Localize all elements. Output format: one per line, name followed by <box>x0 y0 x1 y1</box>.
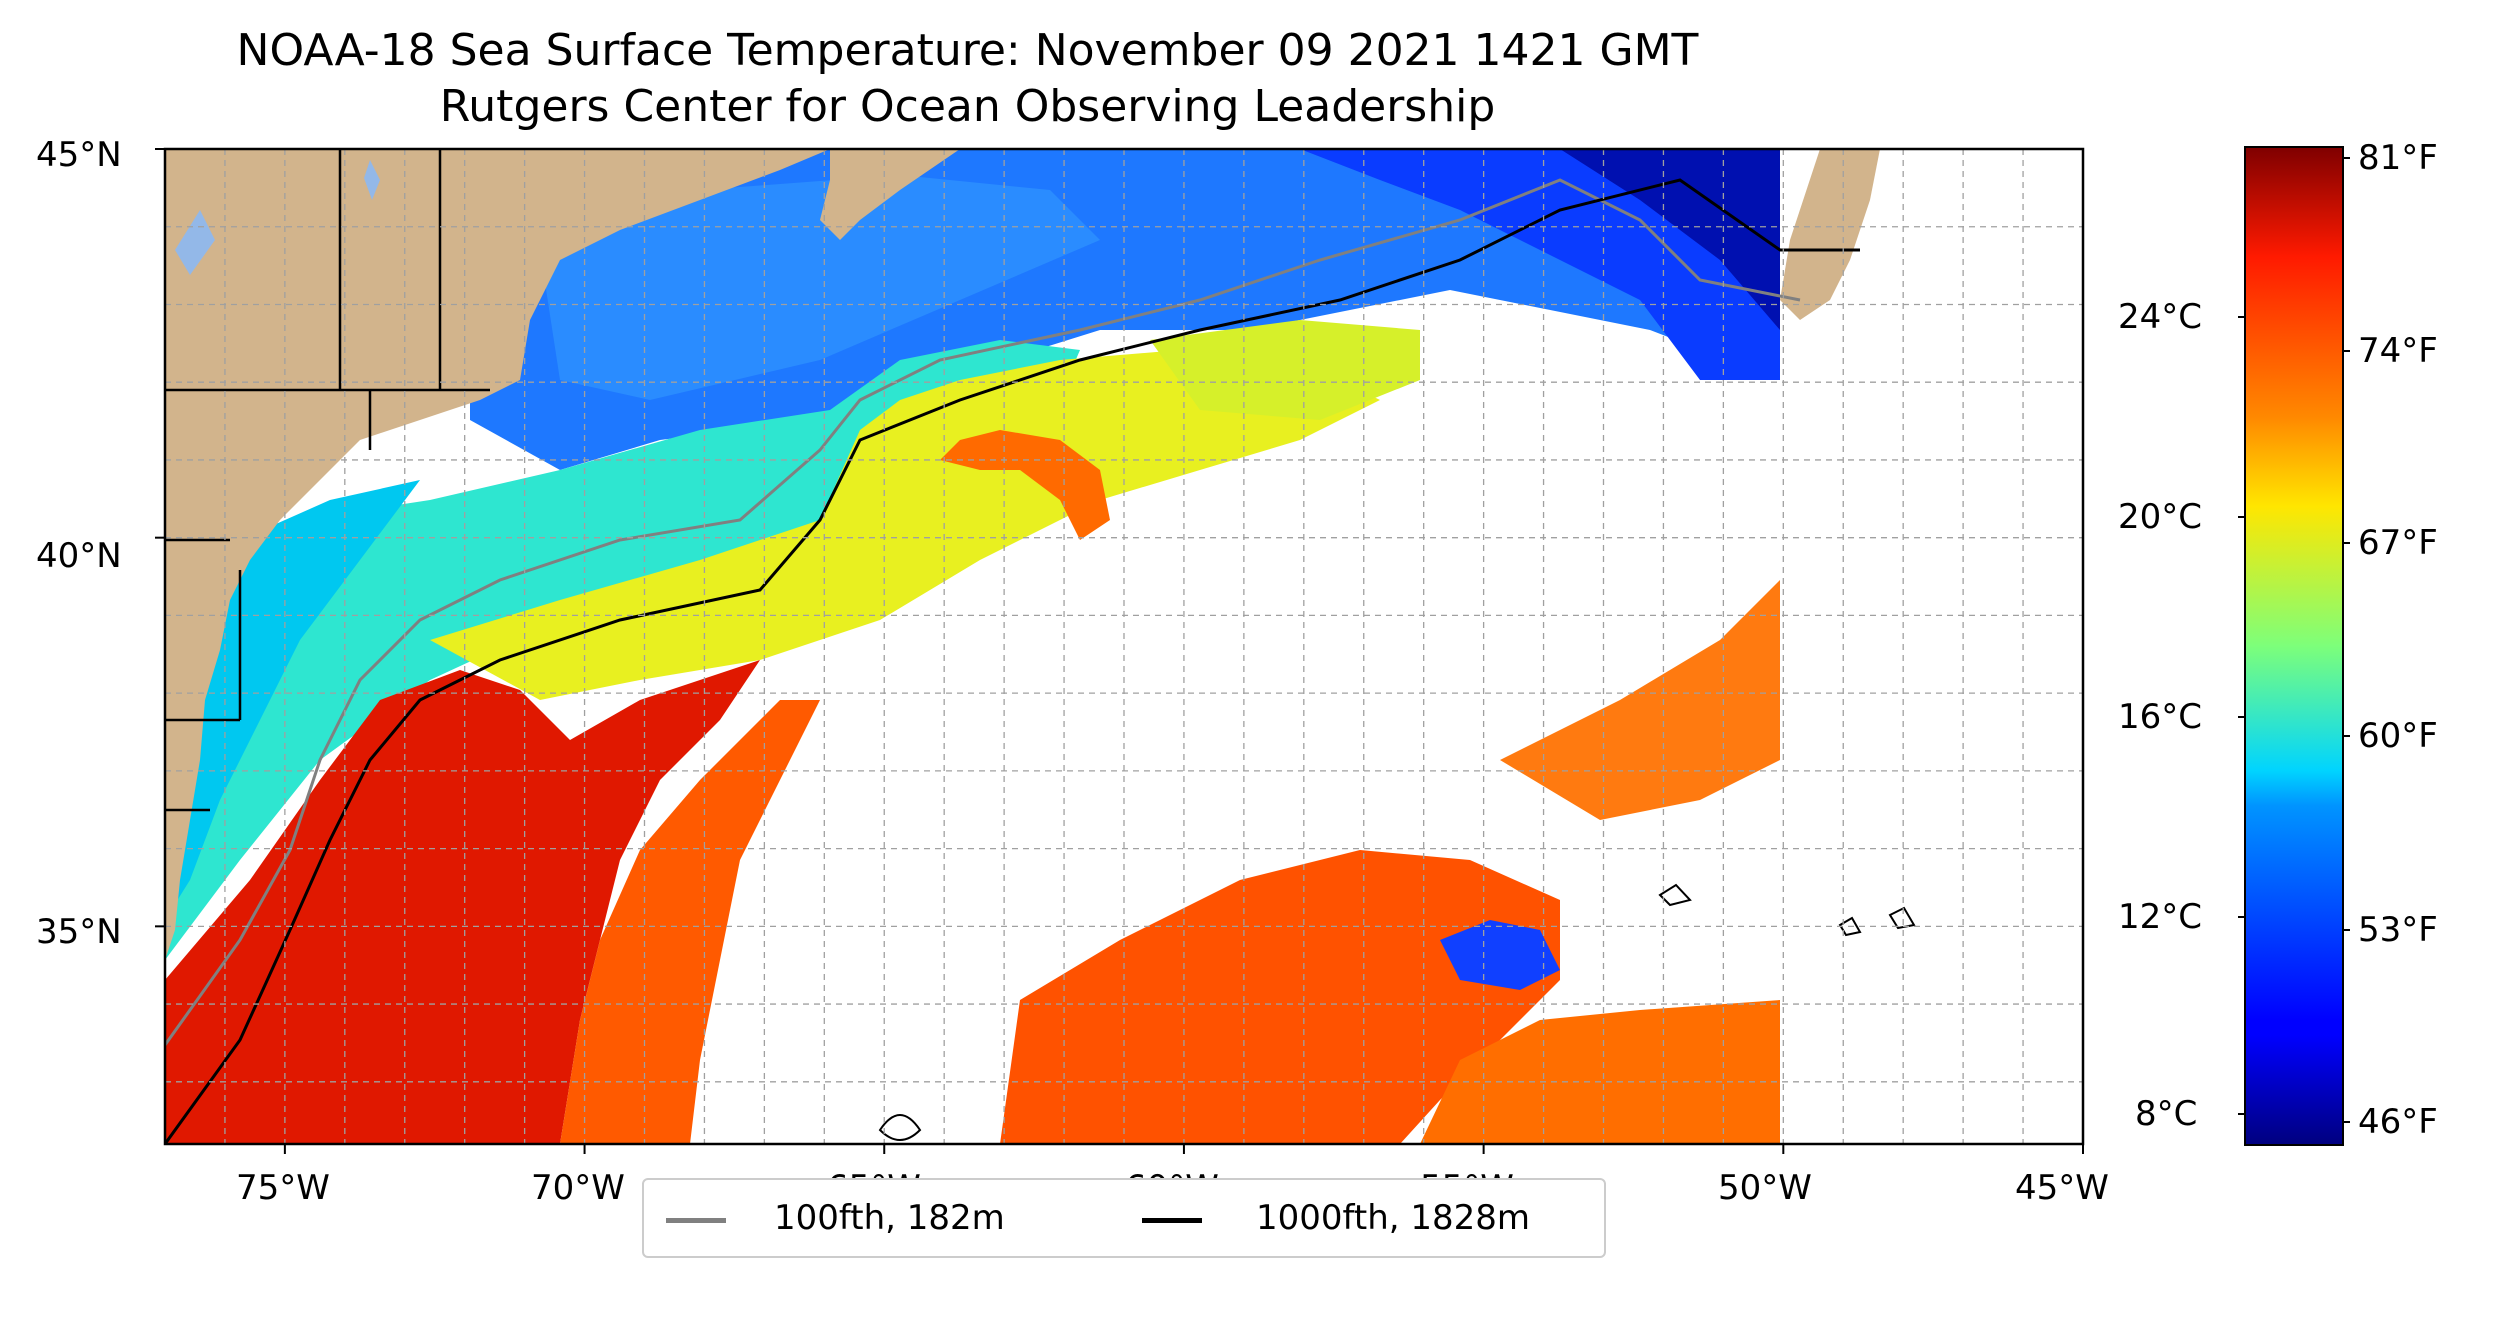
map-gridlines <box>165 149 2083 1144</box>
sst-cool-eddy <box>1440 920 1560 990</box>
colorbar-ticks <box>2238 157 2350 1123</box>
sst-dark-blue <box>1560 149 1780 330</box>
lon-tick-label: 75°W <box>236 1168 330 1208</box>
colorbar-fahrenheit-label: 60°F <box>2358 716 2438 756</box>
colorbar-fahrenheit-label: 67°F <box>2358 523 2438 563</box>
sst-southern-warm <box>1000 850 1560 1144</box>
lat-tick-label: 45°N <box>36 135 122 175</box>
lon-tick-label: 70°W <box>531 1168 625 1208</box>
colorbar-celsius-label: 12°C <box>2118 897 2203 937</box>
legend-swatch-100fth <box>666 1218 726 1223</box>
land-newfoundland <box>1780 149 1880 320</box>
figure-title: NOAA-18 Sea Surface Temperature: Novembe… <box>236 25 1699 76</box>
axis-ticks <box>155 148 2084 1154</box>
sst-gulf-stream <box>165 660 760 1144</box>
sst-slope-water <box>430 350 1380 700</box>
land-nova-scotia <box>820 149 960 240</box>
colorbar-celsius-label: 20°C <box>2118 497 2203 537</box>
sst-warm-core-ring <box>940 430 1110 540</box>
colorbar-celsius-label: 8°C <box>2135 1094 2198 1134</box>
map-legend: 100fth, 182m 1000fth, 1828m <box>642 1178 1606 1258</box>
colorbar-celsius-label: 16°C <box>2118 697 2203 737</box>
lon-tick-label: 50°W <box>1718 1168 1812 1208</box>
colorbar-fahrenheit-label: 46°F <box>2358 1102 2438 1142</box>
lat-tick-label: 35°N <box>36 912 122 952</box>
colorbar-celsius-label: 24°C <box>2118 297 2203 337</box>
colorbar-fahrenheit-label: 74°F <box>2358 331 2438 371</box>
legend-label-100fth: 100fth, 182m <box>774 1198 1005 1238</box>
land-northeast-us <box>165 149 830 960</box>
lon-tick-label: 45°W <box>2015 1168 2109 1208</box>
state-borders <box>165 149 490 812</box>
map-content <box>165 149 2083 1144</box>
sst-gulf-of-maine <box>540 175 1100 400</box>
sst-gulf-stream-orange <box>560 700 820 1144</box>
colorbar-fahrenheit-label: 53°F <box>2358 910 2438 950</box>
lake-shapes <box>175 160 380 275</box>
legend-label-1000fth: 1000fth, 1828m <box>1256 1198 1531 1238</box>
legend-swatch-1000fth <box>1142 1218 1202 1223</box>
figure-subtitle: Rutgers Center for Ocean Observing Leade… <box>439 81 1496 132</box>
seamount-contours <box>878 883 1916 1141</box>
sst-slope-yellow-east <box>1150 320 1420 420</box>
lat-tick-label: 40°N <box>36 536 122 576</box>
colorbar-fahrenheit-label: 81°F <box>2358 138 2438 178</box>
sst-southeast-warm <box>1420 1000 1780 1144</box>
map-frame <box>163 147 2085 1146</box>
colorbar <box>2244 146 2344 1146</box>
sst-east-warm <box>1500 580 1780 820</box>
